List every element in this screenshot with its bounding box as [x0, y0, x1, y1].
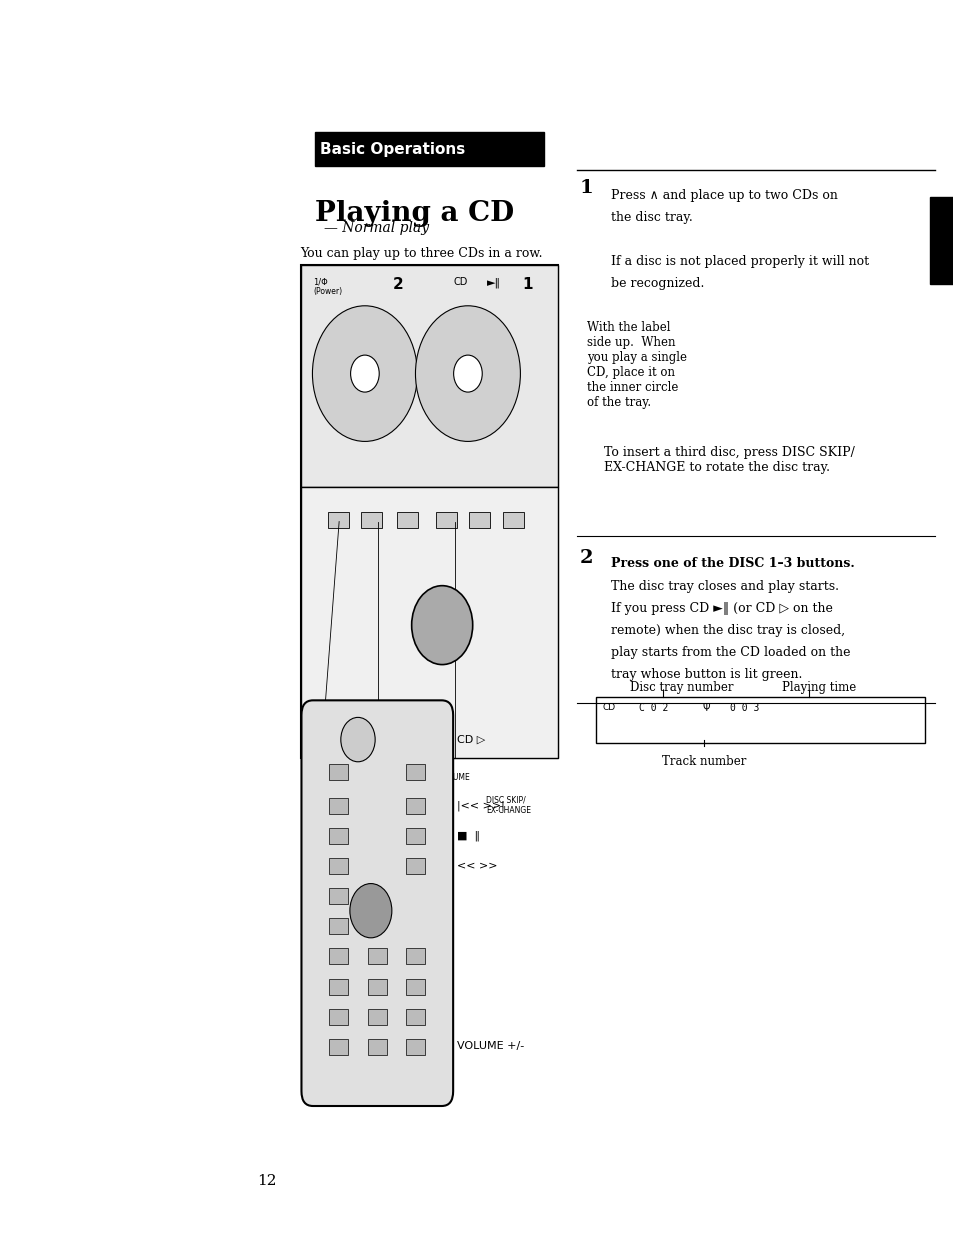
Bar	[367, 1009, 387, 1025]
Text: If a disc is not placed properly it will not: If a disc is not placed properly it will…	[610, 255, 868, 269]
Text: PLAY
MODE: PLAY MODE	[321, 773, 344, 793]
Text: 1: 1	[521, 277, 532, 292]
Bar	[361, 512, 382, 528]
Text: the disc tray.: the disc tray.	[610, 211, 692, 224]
Text: CD ▷: CD ▷	[456, 735, 485, 745]
Bar	[406, 948, 425, 964]
Text: You can play up to three CDs in a row.: You can play up to three CDs in a row.	[300, 247, 542, 260]
Text: VOLUME: VOLUME	[438, 773, 471, 782]
Text: Press ∧ and place up to two CDs on: Press ∧ and place up to two CDs on	[610, 189, 837, 202]
Bar	[314, 132, 543, 166]
Text: |<< >>|: |<< >>|	[359, 773, 395, 782]
Text: remote) when the disc tray is closed,: remote) when the disc tray is closed,	[610, 624, 843, 637]
Text: play starts from the CD loaded on the: play starts from the CD loaded on the	[610, 646, 849, 660]
Text: 12: 12	[257, 1174, 276, 1187]
Bar	[406, 1038, 425, 1054]
Bar	[396, 512, 417, 528]
Text: DISC SKIP/
EX-CHANGE: DISC SKIP/ EX-CHANGE	[485, 795, 531, 815]
Bar	[329, 888, 348, 904]
Text: tray whose button is lit green.: tray whose button is lit green.	[610, 668, 801, 682]
Bar	[329, 829, 348, 845]
Bar	[329, 1038, 348, 1054]
Text: 0 0 3: 0 0 3	[729, 703, 759, 713]
Circle shape	[351, 355, 379, 392]
Bar	[329, 919, 348, 935]
Text: 2: 2	[579, 549, 593, 567]
Text: Playing time: Playing time	[781, 681, 856, 694]
Bar	[406, 829, 425, 845]
Bar	[328, 512, 349, 528]
Text: << >>: << >>	[456, 861, 497, 870]
Bar	[329, 1009, 348, 1025]
Bar	[329, 764, 348, 780]
Bar	[367, 948, 387, 964]
Text: Ψ: Ψ	[701, 703, 709, 713]
Text: << >>: << >>	[403, 795, 434, 804]
Circle shape	[412, 586, 473, 665]
Bar	[406, 979, 425, 995]
Bar	[367, 979, 387, 995]
Bar	[367, 1038, 387, 1054]
Text: (Power): (Power)	[313, 287, 342, 296]
Text: 1: 1	[579, 179, 593, 197]
Text: VOLUME +/-: VOLUME +/-	[456, 1041, 524, 1051]
Text: C 0 2: C 0 2	[639, 703, 668, 713]
Bar	[406, 858, 425, 874]
FancyBboxPatch shape	[301, 700, 453, 1106]
Bar	[406, 1009, 425, 1025]
Circle shape	[340, 718, 375, 762]
Text: be recognized.: be recognized.	[610, 277, 703, 291]
Circle shape	[453, 355, 482, 392]
Text: Track number: Track number	[661, 755, 745, 768]
Bar	[469, 512, 490, 528]
Circle shape	[416, 306, 520, 441]
Bar	[300, 265, 558, 487]
Bar	[300, 487, 558, 758]
Text: Press one of the DISC 1–3 buttons.: Press one of the DISC 1–3 buttons.	[610, 557, 854, 571]
Bar	[406, 764, 425, 780]
Circle shape	[350, 884, 392, 938]
Text: — Normal play: — Normal play	[324, 221, 429, 234]
Text: The disc tray closes and play starts.: The disc tray closes and play starts.	[610, 580, 838, 593]
Text: Basic Operations: Basic Operations	[319, 142, 464, 157]
Bar	[596, 697, 924, 743]
Bar	[329, 979, 348, 995]
Text: Playing a CD: Playing a CD	[314, 200, 514, 227]
Text: CD: CD	[453, 277, 467, 287]
Text: If you press CD ►‖ (or CD ▷ on the: If you press CD ►‖ (or CD ▷ on the	[610, 602, 832, 615]
Text: ►‖: ►‖	[486, 277, 500, 289]
Bar	[502, 512, 523, 528]
Bar	[329, 948, 348, 964]
Bar	[929, 197, 953, 284]
Bar	[436, 512, 456, 528]
Text: To insert a third disc, press DISC SKIP/
EX-CHANGE to rotate the disc tray.: To insert a third disc, press DISC SKIP/…	[603, 446, 854, 475]
Circle shape	[313, 306, 417, 441]
Bar	[300, 265, 558, 758]
Text: |<< >>|: |<< >>|	[456, 800, 504, 810]
Text: 2: 2	[393, 277, 403, 292]
Text: CD: CD	[602, 703, 616, 711]
Text: 1/Φ: 1/Φ	[313, 277, 328, 286]
Bar	[329, 798, 348, 814]
Bar	[406, 798, 425, 814]
Text: Disc tray number: Disc tray number	[629, 681, 732, 694]
Bar	[329, 858, 348, 874]
Text: With the label
side up.  When
you play a single
CD, place it on
the inner circle: With the label side up. When you play a …	[586, 321, 686, 408]
Text: ■  ‖: ■ ‖	[456, 830, 479, 841]
